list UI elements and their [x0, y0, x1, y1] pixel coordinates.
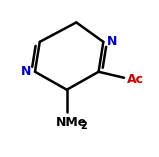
Text: 2: 2 — [80, 121, 87, 131]
Text: N: N — [107, 35, 118, 48]
Text: N: N — [21, 65, 31, 78]
Text: Ac: Ac — [127, 73, 144, 87]
Text: NMe: NMe — [56, 116, 87, 129]
